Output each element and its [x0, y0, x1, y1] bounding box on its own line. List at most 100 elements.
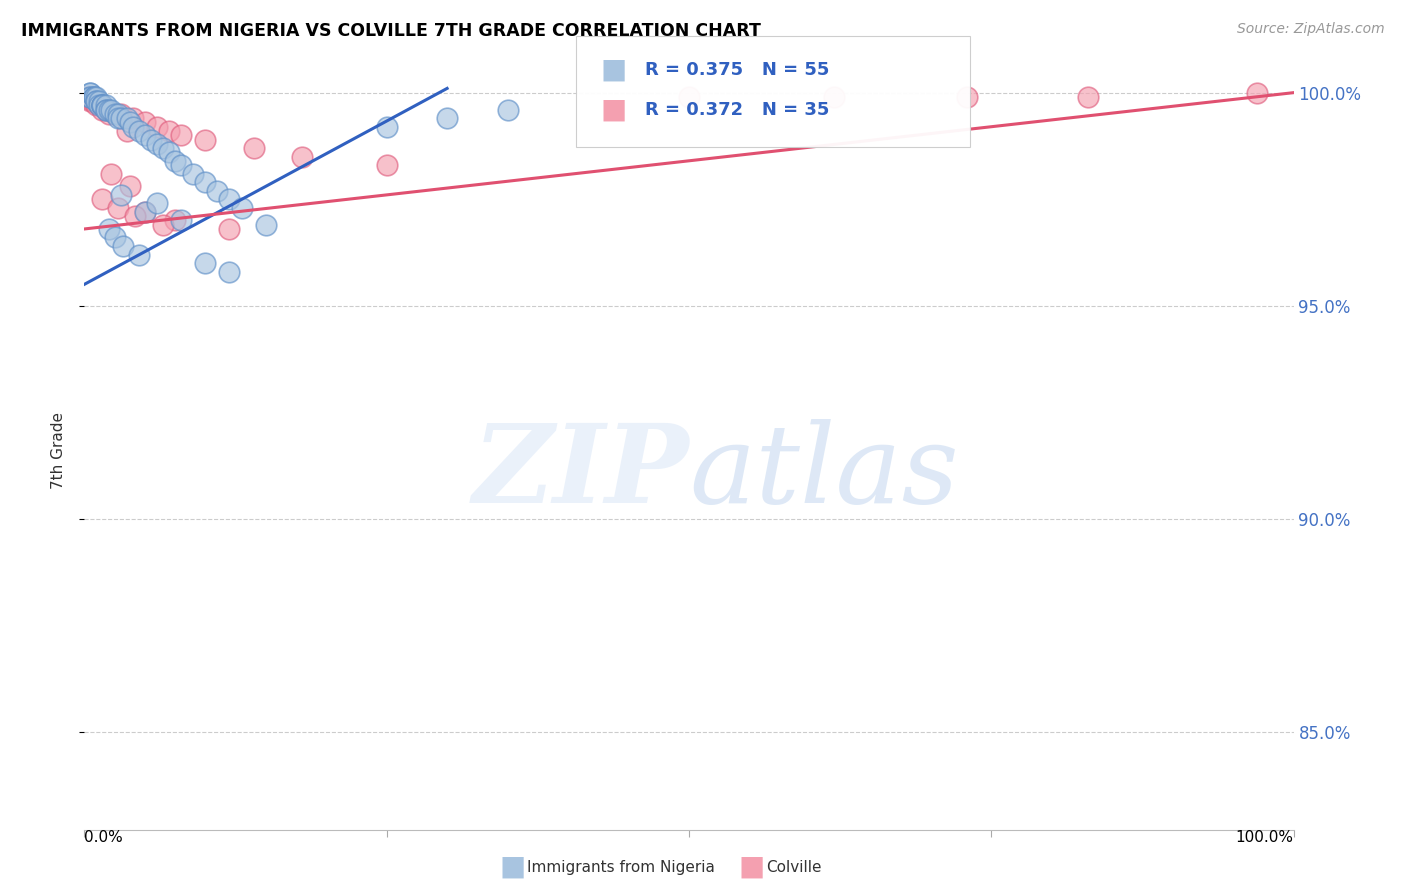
- Point: [115, 112, 138, 126]
- Point: [97, 222, 120, 236]
- Text: Colville: Colville: [766, 860, 821, 874]
- Point: [207, 184, 229, 198]
- Point: [107, 201, 129, 215]
- Text: ■: ■: [600, 95, 627, 124]
- Point: [97, 103, 120, 117]
- Point: [91, 98, 114, 112]
- Point: [83, 94, 105, 108]
- Point: [100, 167, 122, 181]
- Point: [128, 124, 150, 138]
- Point: [194, 256, 217, 270]
- Point: [104, 230, 127, 244]
- Point: [94, 103, 117, 117]
- Point: [91, 98, 114, 112]
- Point: [170, 158, 193, 172]
- Point: [823, 90, 845, 104]
- Point: [165, 213, 187, 227]
- Point: [94, 103, 117, 117]
- Text: IMMIGRANTS FROM NIGERIA VS COLVILLE 7TH GRADE CORRELATION CHART: IMMIGRANTS FROM NIGERIA VS COLVILLE 7TH …: [21, 22, 761, 40]
- Text: Immigrants from Nigeria: Immigrants from Nigeria: [527, 860, 716, 874]
- Point: [436, 112, 458, 126]
- Point: [165, 153, 187, 168]
- Point: [134, 115, 156, 129]
- Point: [104, 107, 127, 121]
- Text: atlas: atlas: [689, 419, 959, 527]
- Point: [79, 86, 101, 100]
- Point: [87, 98, 110, 112]
- Point: [79, 86, 101, 100]
- Point: [496, 103, 519, 117]
- Point: [1246, 86, 1268, 100]
- Point: [678, 90, 700, 104]
- Point: [128, 247, 150, 261]
- Point: [375, 120, 398, 134]
- Point: [112, 239, 135, 253]
- Point: [170, 128, 193, 143]
- Point: [87, 98, 110, 112]
- Point: [94, 98, 117, 112]
- Point: [242, 141, 264, 155]
- Point: [194, 175, 217, 189]
- Point: [121, 112, 143, 126]
- Point: [157, 145, 180, 160]
- Point: [170, 213, 193, 227]
- Text: ■: ■: [499, 853, 526, 881]
- Point: [91, 98, 114, 112]
- Point: [181, 167, 204, 181]
- Point: [146, 136, 169, 151]
- Text: ■: ■: [738, 853, 765, 881]
- Point: [291, 150, 314, 164]
- Point: [139, 132, 162, 146]
- Point: [231, 201, 253, 215]
- Point: [956, 90, 979, 104]
- Point: [134, 128, 156, 143]
- Point: [79, 90, 101, 104]
- Text: R = 0.372   N = 35: R = 0.372 N = 35: [645, 101, 830, 119]
- Point: [152, 141, 174, 155]
- Text: R = 0.375   N = 55: R = 0.375 N = 55: [645, 61, 830, 78]
- Point: [120, 115, 142, 129]
- Point: [194, 132, 217, 146]
- Point: [110, 107, 132, 121]
- Point: [134, 205, 156, 219]
- Point: [83, 90, 105, 104]
- Point: [121, 120, 143, 134]
- Point: [91, 98, 114, 112]
- Point: [146, 120, 169, 134]
- Point: [91, 103, 114, 117]
- Point: [115, 124, 138, 138]
- Point: [157, 124, 180, 138]
- Point: [120, 179, 142, 194]
- Point: [107, 107, 129, 121]
- Text: 0.0%: 0.0%: [84, 830, 124, 845]
- Y-axis label: 7th Grade: 7th Grade: [51, 412, 66, 489]
- Point: [104, 107, 127, 121]
- Point: [124, 209, 146, 223]
- Point: [94, 103, 117, 117]
- Text: 100.0%: 100.0%: [1236, 830, 1294, 845]
- Point: [375, 158, 398, 172]
- Point: [79, 94, 101, 108]
- Point: [79, 90, 101, 104]
- Point: [218, 222, 240, 236]
- Point: [110, 112, 132, 126]
- Point: [83, 90, 105, 104]
- Text: ZIP: ZIP: [472, 419, 689, 527]
- Point: [254, 218, 277, 232]
- Text: Source: ZipAtlas.com: Source: ZipAtlas.com: [1237, 22, 1385, 37]
- Point: [80, 94, 103, 108]
- Point: [83, 90, 105, 104]
- Point: [86, 90, 108, 104]
- Point: [110, 187, 132, 202]
- Point: [152, 218, 174, 232]
- Point: [77, 90, 100, 104]
- Point: [218, 264, 240, 278]
- Point: [86, 98, 108, 112]
- Point: [146, 196, 169, 211]
- Point: [1077, 90, 1099, 104]
- Point: [86, 94, 108, 108]
- Point: [91, 192, 114, 206]
- Point: [86, 94, 108, 108]
- Point: [134, 205, 156, 219]
- Point: [107, 112, 129, 126]
